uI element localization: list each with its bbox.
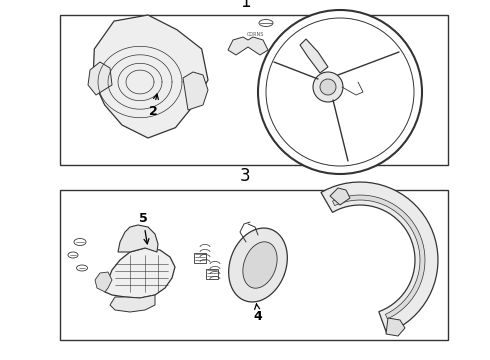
Text: 1: 1 xyxy=(240,0,250,11)
Ellipse shape xyxy=(74,238,86,246)
Circle shape xyxy=(320,79,336,95)
Text: 3: 3 xyxy=(240,167,250,185)
Circle shape xyxy=(266,18,414,166)
Polygon shape xyxy=(330,188,350,205)
Polygon shape xyxy=(105,248,175,298)
Bar xyxy=(194,253,206,263)
Text: 5: 5 xyxy=(139,212,149,244)
Bar xyxy=(206,269,218,279)
Circle shape xyxy=(313,72,343,102)
Polygon shape xyxy=(386,318,405,336)
Circle shape xyxy=(258,10,422,174)
Polygon shape xyxy=(110,295,155,312)
Text: 2: 2 xyxy=(148,94,158,118)
Text: CORNS: CORNS xyxy=(246,32,264,37)
Polygon shape xyxy=(243,242,277,288)
Polygon shape xyxy=(183,72,208,110)
Polygon shape xyxy=(229,228,287,302)
Polygon shape xyxy=(118,225,158,252)
Polygon shape xyxy=(93,15,208,138)
Ellipse shape xyxy=(76,265,88,271)
Bar xyxy=(60,190,448,340)
Bar xyxy=(60,15,448,165)
Polygon shape xyxy=(333,195,425,319)
Ellipse shape xyxy=(259,19,273,27)
Polygon shape xyxy=(95,272,112,292)
Polygon shape xyxy=(300,39,328,73)
Polygon shape xyxy=(321,182,438,333)
Ellipse shape xyxy=(68,252,78,258)
Polygon shape xyxy=(228,37,268,55)
Text: 4: 4 xyxy=(254,304,262,323)
Polygon shape xyxy=(88,62,112,95)
